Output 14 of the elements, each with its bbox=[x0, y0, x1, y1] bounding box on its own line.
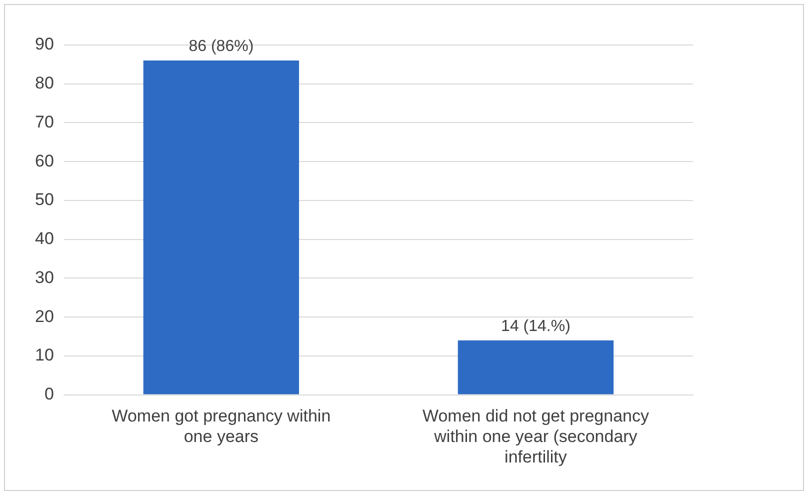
y-tick-label: 0 bbox=[44, 384, 54, 404]
y-tick-label: 40 bbox=[34, 229, 54, 248]
x-tick-label: Women did not get pregnancy within one year (secondary infertility bbox=[422, 406, 650, 466]
y-tick-label: 20 bbox=[34, 306, 54, 326]
y-tick-label: 10 bbox=[34, 346, 54, 365]
y-tick-label: 80 bbox=[34, 74, 54, 93]
y-tick-label: 70 bbox=[34, 112, 54, 132]
y-tick-label: 30 bbox=[34, 268, 54, 287]
y-tick-label: 60 bbox=[34, 151, 54, 170]
data-label: 14 (14.%) bbox=[501, 318, 570, 335]
data-label: 86 (86%) bbox=[188, 38, 254, 55]
x-tick-label: Women got pregnancy within one years bbox=[112, 406, 331, 446]
y-tick-label: 50 bbox=[34, 190, 54, 210]
y-tick-label: 90 bbox=[34, 34, 54, 54]
